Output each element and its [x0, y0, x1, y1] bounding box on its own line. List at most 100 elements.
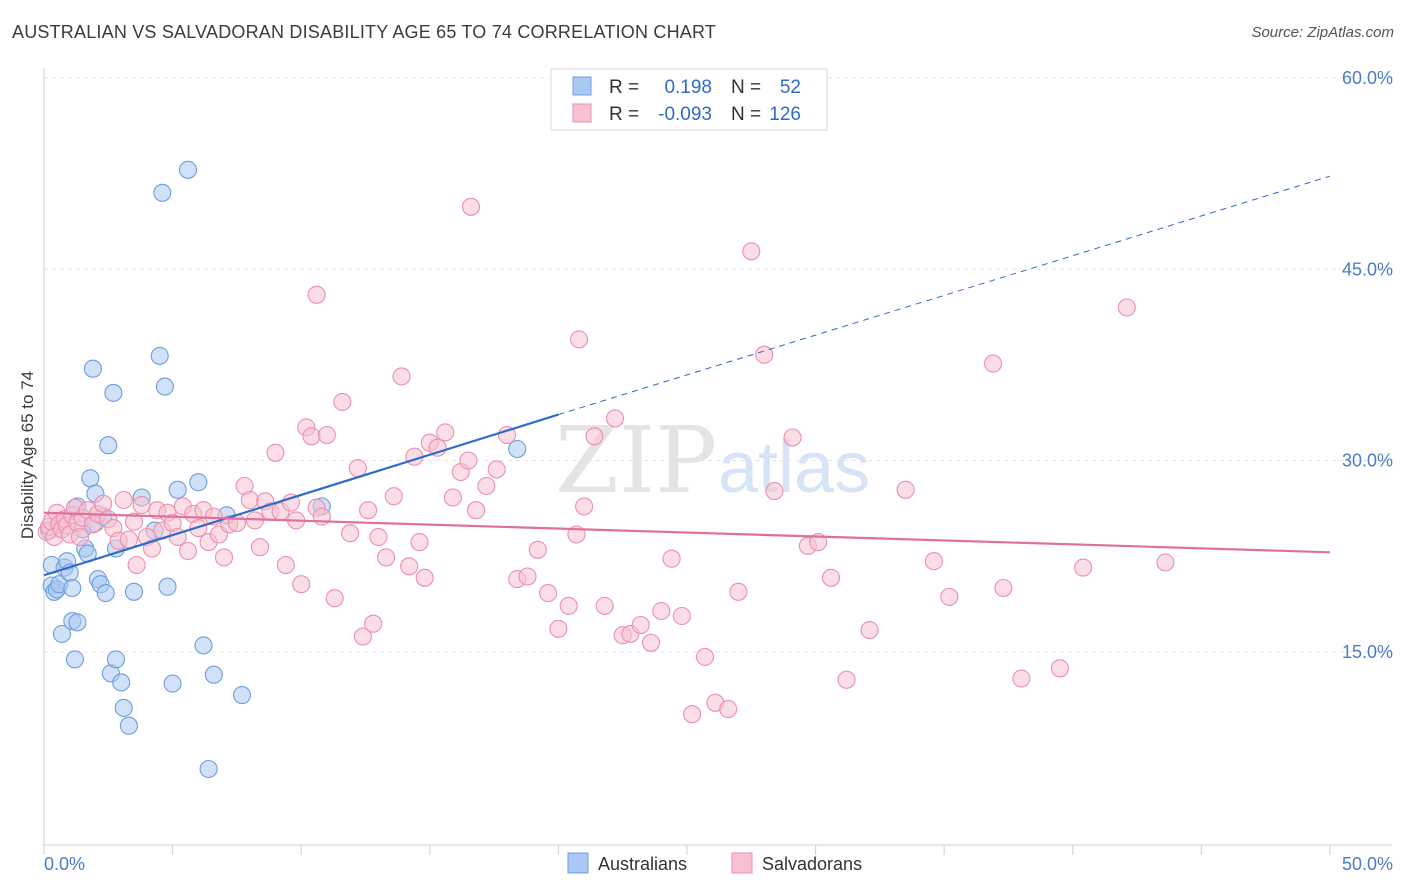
point-australians-45	[194, 636, 213, 655]
point-salvadorans-108	[719, 700, 738, 719]
legend-r-label-2: R =	[609, 104, 639, 125]
point-australians-13	[68, 613, 87, 632]
point-australians-25	[96, 584, 115, 603]
point-salvadorans-127	[1117, 298, 1136, 317]
point-salvadorans-73	[400, 557, 419, 576]
point-salvadorans-118	[860, 621, 879, 640]
point-australians-43	[178, 160, 198, 179]
bottom-legend-salvadorans: Salvadorans	[762, 854, 862, 874]
x-tick-labels: 0.0% 50.0%	[44, 854, 1393, 874]
point-salvadorans-122	[984, 354, 1003, 373]
x-tick-label-1: 50.0%	[1342, 854, 1393, 874]
point-salvadorans-72	[392, 367, 411, 386]
point-salvadorans-35	[178, 541, 198, 561]
watermark: ZIP atlas	[555, 407, 870, 514]
point-australians-10	[63, 578, 82, 598]
point-australians-39	[155, 377, 174, 396]
point-salvadorans-25	[127, 555, 146, 575]
bottom-legend-swatch-salvadorans	[731, 852, 753, 874]
point-salvadorans-58	[302, 427, 321, 446]
point-salvadorans-125	[1050, 659, 1069, 678]
bottom-legend: Australians Salvadorans	[567, 852, 862, 874]
point-salvadorans-56	[292, 575, 311, 594]
point-australians-26	[99, 436, 118, 455]
point-salvadorans-75	[410, 533, 429, 552]
point-salvadorans-28	[142, 539, 162, 558]
point-salvadorans-53	[276, 555, 295, 575]
point-salvadorans-126	[1074, 558, 1093, 577]
point-salvadorans-112	[765, 482, 784, 501]
point-australians-49	[232, 686, 252, 705]
point-salvadorans-94	[575, 497, 594, 516]
point-australians-33	[119, 716, 138, 735]
point-salvadorans-84	[477, 476, 496, 496]
point-salvadorans-110	[742, 242, 761, 261]
point-salvadorans-82	[459, 451, 478, 470]
point-salvadorans-120	[924, 552, 943, 571]
y-tick-label-0: 15.0%	[1342, 642, 1393, 662]
point-salvadorans-70	[377, 548, 396, 567]
point-salvadorans-96	[595, 596, 614, 615]
y-tick-label-1: 30.0%	[1342, 451, 1393, 471]
data-points	[37, 160, 1175, 779]
y-tick-label-3: 60.0%	[1342, 68, 1393, 88]
point-salvadorans-79	[436, 423, 455, 442]
trend-line-australians	[43, 413, 559, 577]
point-salvadorans-18	[94, 494, 113, 513]
point-australians-40	[158, 577, 177, 596]
top-legend: R = 0.198 N = 52 R = -0.093 N = 126	[550, 68, 828, 131]
bottom-legend-australians: Australians	[598, 854, 687, 874]
point-salvadorans-109	[729, 582, 748, 601]
point-australians-47	[204, 665, 223, 684]
point-salvadorans-97	[605, 409, 625, 428]
point-salvadorans-13	[70, 527, 90, 547]
point-australians-18	[81, 469, 100, 488]
trend-line-extension-australians	[558, 175, 1331, 416]
point-salvadorans-64	[341, 524, 360, 543]
point-australians-28	[104, 383, 123, 402]
point-salvadorans-117	[837, 670, 856, 689]
trend-lines	[43, 175, 1331, 577]
legend-n-label: N =	[731, 77, 761, 98]
legend-swatch-salvadorans	[572, 103, 592, 123]
point-salvadorans-22	[114, 490, 133, 510]
axes	[43, 68, 1392, 855]
trend-line-salvadorans	[43, 511, 1331, 554]
point-salvadorans-128	[1156, 553, 1175, 572]
point-salvadorans-51	[266, 443, 285, 462]
point-salvadorans-89	[528, 540, 547, 559]
point-australians-41	[163, 674, 182, 693]
point-salvadorans-130	[461, 197, 481, 216]
y-tick-labels: 15.0% 30.0% 45.0% 60.0%	[1342, 68, 1393, 662]
point-salvadorans-102	[652, 601, 671, 621]
point-salvadorans-106	[695, 647, 715, 666]
point-salvadorans-62	[325, 589, 344, 608]
point-australians-32	[114, 698, 133, 717]
point-australians-37	[150, 346, 169, 365]
bottom-legend-swatch-australians	[567, 852, 589, 874]
point-australians-31	[112, 673, 131, 692]
point-australians-29	[106, 650, 126, 669]
point-salvadorans-129	[307, 285, 326, 304]
point-salvadorans-104	[672, 606, 691, 626]
point-salvadorans-124	[1012, 669, 1031, 688]
y-axis-label: Disability Age 65 to 74	[18, 371, 37, 539]
point-australians-38	[153, 183, 172, 202]
point-salvadorans-111	[755, 345, 774, 364]
point-salvadorans-101	[641, 633, 661, 652]
point-salvadorans-115	[809, 533, 828, 552]
point-salvadorans-88	[518, 567, 537, 586]
point-australians-34	[124, 582, 144, 601]
point-salvadorans-71	[384, 487, 403, 506]
point-salvadorans-113	[783, 428, 802, 447]
point-salvadorans-86	[497, 425, 517, 445]
point-australians-12	[65, 650, 84, 669]
point-australians-46	[199, 759, 218, 779]
chart-title: AUSTRALIAN VS SALVADORAN DISABILITY AGE …	[12, 22, 717, 42]
legend-n-value-salvadorans: 126	[769, 104, 801, 125]
point-salvadorans-131	[569, 330, 589, 349]
point-salvadorans-85	[487, 460, 506, 479]
watermark-zip: ZIP	[555, 407, 717, 514]
point-salvadorans-121	[940, 587, 959, 606]
